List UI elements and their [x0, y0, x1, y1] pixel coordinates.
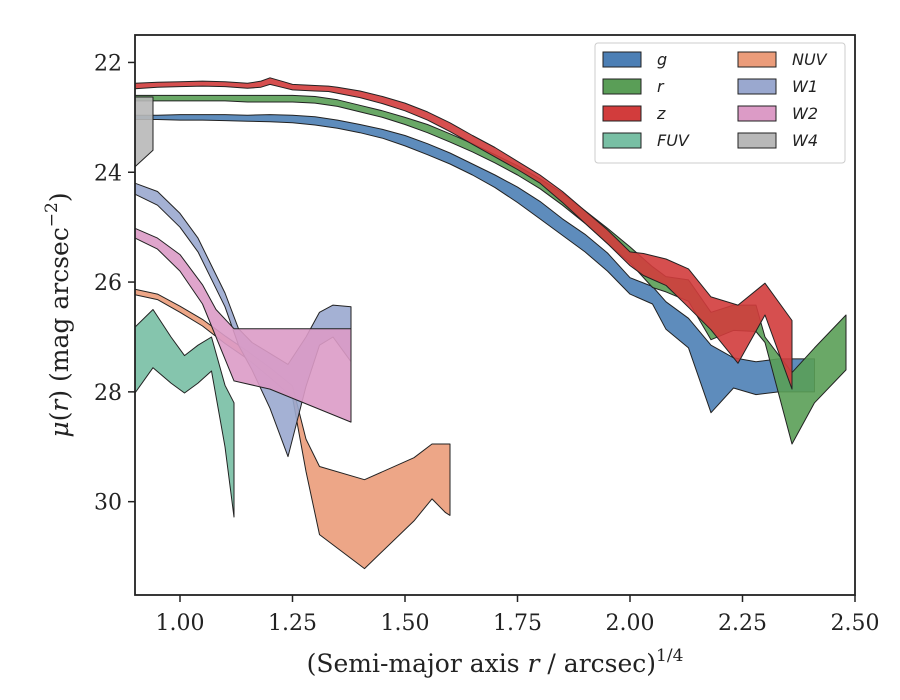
legend-label-w4: W4: [792, 131, 818, 150]
legend-swatch-nuv: [737, 51, 777, 68]
legend-frame: [594, 42, 846, 164]
y-tick-label: 30: [94, 491, 122, 516]
series-areas: [134, 77, 847, 570]
legend-label-fuv: FUV: [657, 131, 690, 150]
x-axis-ticks: 1.00 1.25 1.50 1.75 2.00 2.25 2.50: [156, 595, 880, 636]
x-tick-label: 1.75: [493, 611, 542, 636]
x-tick-label: 2.25: [718, 611, 767, 636]
legend-label-nuv: NUV: [792, 50, 828, 69]
series-band-r: [134, 94, 847, 445]
legend-swatch-r: [602, 78, 642, 95]
y-axis-label: μ(r) (mag arcsec−2): [42, 192, 74, 437]
series-band-w2: [134, 227, 352, 423]
y-tick-label: 28: [94, 381, 122, 406]
y-tick-label: 22: [94, 51, 122, 76]
legend-label-w2: W2: [792, 104, 818, 123]
legend-label-w1: W1: [792, 77, 818, 96]
legend-swatch-g: [602, 51, 642, 68]
legend-swatch-z: [602, 105, 642, 122]
series-band-z: [134, 77, 793, 390]
legend-swatch-w2: [737, 105, 777, 122]
x-tick-label: 2.50: [831, 611, 880, 636]
x-tick-label: 1.00: [156, 611, 205, 636]
x-tick-label: 1.50: [381, 611, 430, 636]
legend-label-z: z: [656, 104, 666, 123]
series-band-fuv: [134, 309, 235, 518]
x-tick-label: 1.25: [268, 611, 317, 636]
y-axis-ticks: 22 24 26 28 30: [94, 51, 135, 516]
x-axis-label: (Semi-major axis r / arcsec)1/4: [307, 646, 684, 678]
legend-label-r: r: [657, 77, 665, 96]
x-tick-label: 2.00: [606, 611, 655, 636]
legend-swatch-fuv: [602, 132, 642, 149]
legend-label-g: g: [657, 50, 667, 69]
series-band-w4: [134, 96, 154, 168]
series-band-w1: [134, 182, 352, 458]
y-tick-label: 26: [94, 271, 122, 296]
plot-frame: [134, 34, 856, 596]
legend-swatch-w4: [737, 132, 777, 149]
y-tick-label: 24: [94, 161, 122, 186]
legend-swatch-w1: [737, 78, 777, 95]
legend: grz FUV NUV W1 W2 W4: [594, 42, 846, 164]
